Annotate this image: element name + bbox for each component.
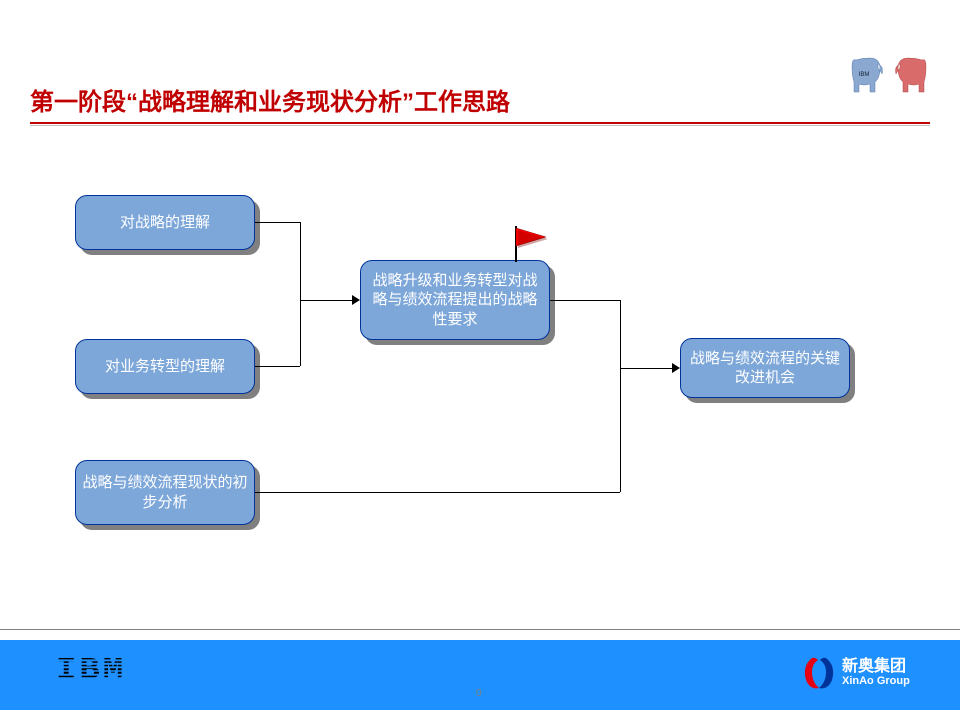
arrowhead-icon <box>672 363 680 373</box>
elephant-blue-icon: IBM <box>846 52 886 98</box>
xinao-cn: 新奥集团 <box>842 659 910 676</box>
node-strategic-requirements: 战略升级和业务转型对战略与绩效流程提出的战略性要求 <box>360 260 550 340</box>
xinao-logo-icon <box>800 654 838 692</box>
edge <box>620 368 621 492</box>
footer-rule <box>0 629 960 630</box>
arrowhead-icon <box>352 295 360 305</box>
xinao-en: XinAo Group <box>842 676 910 688</box>
ibm-logo-text: IBM <box>56 654 126 688</box>
edge <box>300 300 301 366</box>
node-current-state-analysis: 战略与绩效流程现状的初步分析 <box>75 460 255 525</box>
slide: 第一阶段“战略理解和业务现状分析”工作思路 IBM 对战略的理解 对业务转型的理… <box>0 0 960 720</box>
edge <box>550 300 620 301</box>
edge <box>300 222 301 300</box>
edge <box>620 368 674 369</box>
node-key-opportunities: 战略与绩效流程的关键改进机会 <box>680 338 850 398</box>
edge <box>620 300 621 368</box>
elephant-label: IBM <box>859 72 870 78</box>
node-strategy-understanding: 对战略的理解 <box>75 195 255 250</box>
edge <box>300 300 354 301</box>
flag-icon <box>510 224 554 264</box>
title-underline-thin <box>30 125 930 126</box>
edge <box>255 222 300 223</box>
title-underline <box>30 122 930 124</box>
page-number: 0 <box>476 688 482 699</box>
edge <box>255 492 620 493</box>
node-business-transformation: 对业务转型的理解 <box>75 339 255 394</box>
page-title: 第一阶段“战略理解和业务现状分析”工作思路 <box>30 82 510 117</box>
ibm-logo: IBM <box>56 654 126 688</box>
elephant-red-icon <box>892 52 932 98</box>
edge <box>255 366 300 367</box>
xinao-logo: 新奥集团 XinAo Group <box>800 654 910 692</box>
